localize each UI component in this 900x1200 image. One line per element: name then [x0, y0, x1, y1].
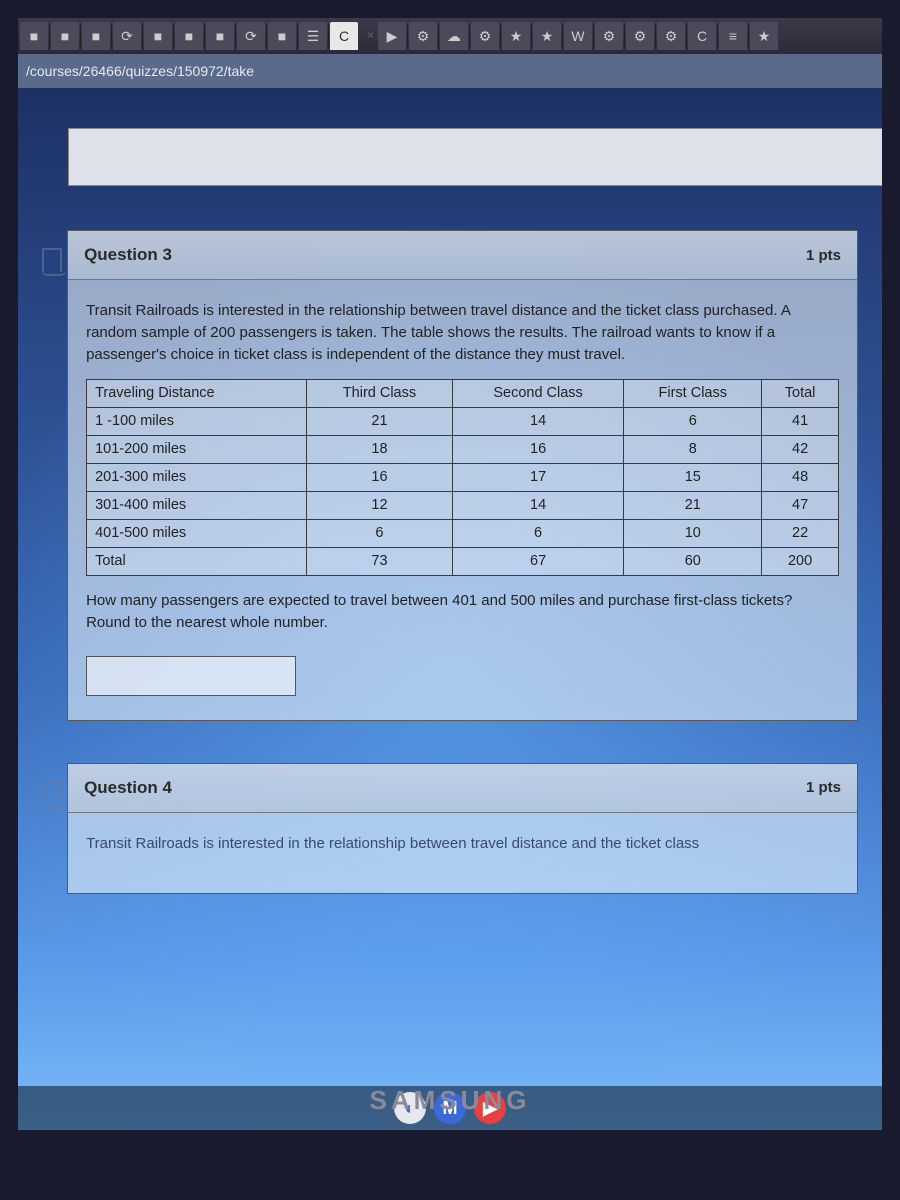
tab-icon[interactable]: ■ [51, 22, 79, 50]
tab-icon[interactable]: ■ [268, 22, 296, 50]
tab-icon[interactable]: ▶ [378, 22, 406, 50]
tab-icon[interactable]: ★ [533, 22, 561, 50]
bookmark-icon[interactable] [42, 781, 62, 805]
table-row: 201-300 miles16171548 [87, 464, 839, 492]
question-title: Question 4 [84, 778, 172, 798]
question-title: Question 3 [84, 245, 172, 265]
tab-active[interactable]: C × [330, 22, 358, 50]
address-bar[interactable]: /courses/26466/quizzes/150972/take [18, 54, 882, 88]
table-row: 401-500 miles661022 [87, 520, 839, 548]
tab-icon[interactable]: ≡ [719, 22, 747, 50]
question-points: 1 pts [806, 779, 841, 796]
table-row: 101-200 miles1816842 [87, 436, 839, 464]
tab-icon[interactable]: C [688, 22, 716, 50]
question-points: 1 pts [806, 247, 841, 264]
tab-icon[interactable]: ☰ [299, 22, 327, 50]
tab-icon[interactable]: ⟳ [113, 22, 141, 50]
tab-icon[interactable]: ⚙ [471, 22, 499, 50]
table-row: Total736760200 [87, 548, 839, 576]
tab-icon[interactable]: ■ [175, 22, 203, 50]
browser-tab-strip: ■ ■ ■ ⟳ ■ ■ ■ ⟳ ■ ☰ C × ▶ [18, 18, 882, 54]
question-card-3: Question 3 1 pts Transit Railroads is in… [67, 230, 858, 721]
tab-icon[interactable]: ⚙ [409, 22, 437, 50]
tab-icon[interactable]: ★ [750, 22, 778, 50]
question-followup: How many passengers are expected to trav… [86, 590, 839, 634]
tab-icon[interactable]: ★ [502, 22, 530, 50]
table-header-row: Traveling Distance Third Class Second Cl… [87, 380, 839, 408]
table-row: 1 -100 miles2114641 [87, 408, 839, 436]
tab-icon[interactable]: W [564, 22, 592, 50]
bookmark-icon[interactable] [42, 248, 62, 272]
tab-icon[interactable]: ⚙ [595, 22, 623, 50]
data-table: Traveling Distance Third Class Second Cl… [86, 379, 839, 576]
tab-icon[interactable]: ■ [206, 22, 234, 50]
table-row: 301-400 miles12142147 [87, 492, 839, 520]
tab-icon[interactable]: ■ [144, 22, 172, 50]
tab-icon[interactable]: ■ [82, 22, 110, 50]
question-card-4: Question 4 1 pts Transit Railroads is in… [67, 763, 858, 894]
monitor-brand: SAMSUNG [18, 1085, 882, 1116]
url-text: /courses/26466/quizzes/150972/take [26, 63, 254, 79]
question-intro: Transit Railroads is interested in the r… [86, 833, 839, 855]
tab-icon[interactable]: ⚙ [626, 22, 654, 50]
tab-icon[interactable]: ☁ [440, 22, 468, 50]
close-tab-icon[interactable]: × [367, 28, 374, 42]
answer-input[interactable] [86, 656, 296, 696]
question-intro: Transit Railroads is interested in the r… [86, 300, 839, 365]
blank-card [68, 128, 882, 186]
tab-icon[interactable]: ⚙ [657, 22, 685, 50]
tab-icon[interactable]: ■ [20, 22, 48, 50]
tab-icon[interactable]: ⟳ [237, 22, 265, 50]
